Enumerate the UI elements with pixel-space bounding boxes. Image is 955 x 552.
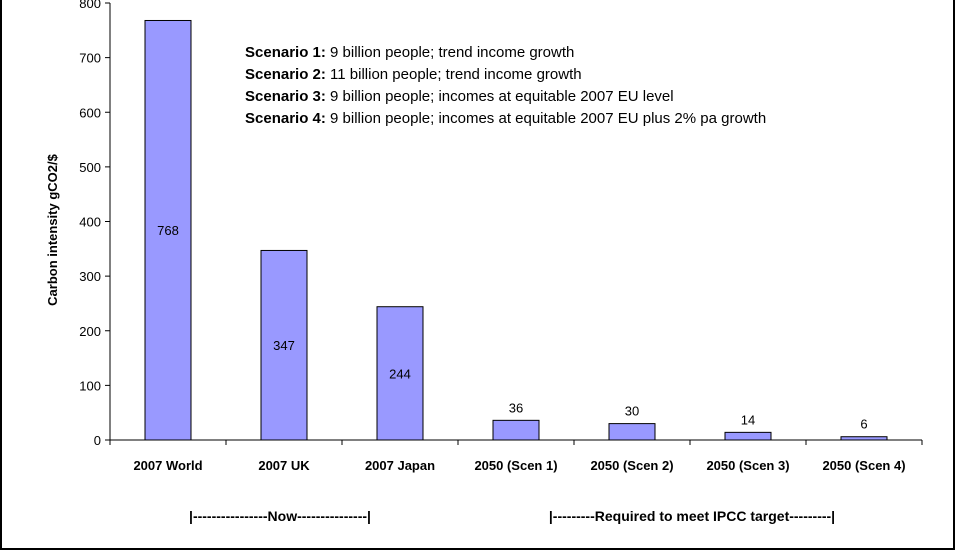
- legend-item-4: Scenario 4: 9 billion people; incomes at…: [245, 110, 766, 127]
- y-tick-label: 400: [79, 215, 101, 230]
- bar: [608, 423, 656, 441]
- y-tick-label: 200: [79, 324, 101, 339]
- x-category-label: 2050 (Scen 4): [822, 458, 905, 473]
- group-label-required: |---------Required to meet IPCC target--…: [549, 508, 835, 524]
- y-tick-label: 300: [79, 269, 101, 284]
- data-label: 347: [273, 338, 295, 353]
- y-tick-label: 800: [79, 0, 101, 11]
- x-category-label: 2050 (Scen 3): [706, 458, 789, 473]
- x-category-label: 2007 UK: [258, 458, 310, 473]
- data-label: 36: [509, 400, 523, 415]
- group-label-now: |----------------Now---------------|: [189, 508, 371, 524]
- legend-item-1: Scenario 1: 9 billion people; trend inco…: [245, 44, 574, 61]
- y-tick-label: 500: [79, 160, 101, 175]
- x-category-label: 2007 World: [133, 458, 202, 473]
- x-category-label: 2007 Japan: [365, 458, 435, 473]
- bars: 768 347 244 36 30 14 6: [144, 19, 888, 441]
- bar: [492, 419, 540, 441]
- bar: [724, 431, 772, 441]
- y-tick-label: 0: [94, 433, 101, 448]
- data-label: 14: [741, 412, 755, 427]
- data-label: 244: [389, 366, 411, 381]
- data-label: 6: [860, 417, 867, 432]
- x-category-label: 2050 (Scen 1): [474, 458, 557, 473]
- legend-item-3: Scenario 3: 9 billion people; incomes at…: [245, 88, 674, 105]
- y-tick-label: 600: [79, 105, 101, 120]
- legend-item-2: Scenario 2: 11 billion people; trend inc…: [245, 66, 582, 83]
- bar: [260, 249, 308, 441]
- data-label: 768: [157, 223, 179, 238]
- y-axis-label: Carbon intensity gCO2/$: [45, 153, 60, 305]
- y-axis: 0 100 200 300 400 500 600 700 800: [79, 0, 111, 448]
- data-label: 30: [625, 404, 639, 419]
- x-category-label: 2050 (Scen 2): [590, 458, 673, 473]
- y-tick-label: 100: [79, 378, 101, 393]
- x-axis: 2007 World 2007 UK 2007 Japan 2050 (Scen 1)…: [109, 439, 923, 473]
- bar: [376, 306, 424, 441]
- bar: [144, 19, 192, 441]
- y-tick-label: 700: [79, 51, 101, 66]
- legend-box: Scenario 1: 9 billion people; trend inco…: [245, 44, 766, 127]
